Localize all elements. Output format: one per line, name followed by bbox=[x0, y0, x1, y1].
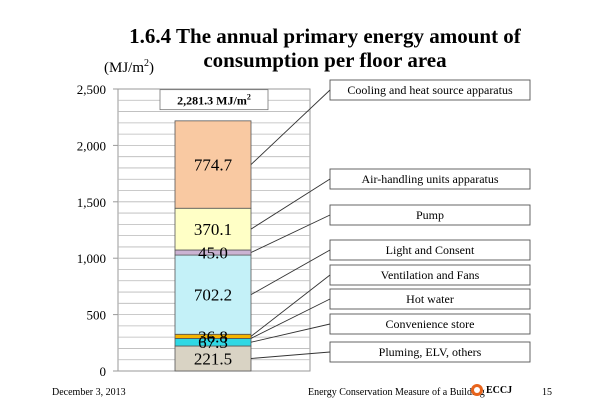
callout-label-ventilation-and-fans: Ventilation and Fans bbox=[381, 268, 480, 282]
bar-segment-light-and-consent bbox=[174, 254, 252, 335]
callout-label-pump: Pump bbox=[416, 208, 444, 222]
leader-line-hot-water bbox=[250, 298, 331, 339]
leader-line-pluming-elv-others bbox=[250, 351, 331, 359]
leader-line-air-handling-units-apparatus bbox=[250, 178, 331, 230]
value-label-light-and-consent: 702.2 bbox=[194, 286, 232, 305]
value-label-ventilation-and-fans: 36.8 bbox=[198, 327, 228, 346]
chart-title-line1: 1.6.4 The annual primary energy amount o… bbox=[129, 24, 521, 48]
footer-title: Energy Conservation Measure of a Buildin… bbox=[308, 387, 485, 398]
total-label-box bbox=[159, 89, 269, 111]
value-label-air-handling-units-apparatus: 370.1 bbox=[194, 220, 232, 239]
y-tick-label: 1,000 bbox=[77, 251, 106, 266]
callout-label-pluming-elv-others: Pluming, ELV, others bbox=[379, 345, 482, 359]
leader-line-light-and-consent bbox=[250, 249, 331, 296]
bar-segment-pluming-elv-others bbox=[174, 345, 252, 372]
total-label: 2,281.3 MJ/m2 bbox=[177, 93, 251, 108]
eccj-logo-icon bbox=[471, 384, 483, 396]
leader-line-ventilation-and-fans bbox=[250, 274, 331, 337]
value-label-pluming-elv-others: 221.5 bbox=[194, 350, 232, 369]
leader-line-convenience-store bbox=[250, 323, 331, 343]
value-label-convenience-store: 67.3 bbox=[198, 333, 228, 352]
eccj-logo: ECCJ bbox=[471, 384, 512, 396]
callout-label-convenience-store: Convenience store bbox=[386, 317, 475, 331]
y-tick-label: 0 bbox=[100, 364, 107, 379]
callout-label-cooling-and-heat-source-apparatus: Cooling and heat source apparatus bbox=[347, 83, 513, 97]
callout-label-light-and-consent: Light and Consent bbox=[386, 243, 475, 257]
callout-label-air-handling-units-apparatus: Air-handling units apparatus bbox=[361, 172, 498, 186]
chart-title-line2: consumption per floor area bbox=[203, 48, 447, 72]
page-number: 15 bbox=[542, 387, 552, 398]
value-label-pump: 45.0 bbox=[198, 244, 228, 263]
leader-line-pump bbox=[250, 214, 331, 253]
callout-label-hot-water: Hot water bbox=[406, 292, 454, 306]
bar-segment-cooling-and-heat-source-apparatus bbox=[174, 120, 252, 209]
y-tick-label: 2,000 bbox=[77, 138, 106, 153]
y-tick-label: 500 bbox=[87, 308, 107, 323]
leader-line-cooling-and-heat-source-apparatus bbox=[250, 89, 331, 165]
y-axis-unit: (MJ/m2) bbox=[104, 58, 155, 76]
y-tick-label: 2,500 bbox=[77, 82, 106, 97]
y-tick-label: 1,500 bbox=[77, 195, 106, 210]
footer-date: December 3, 2013 bbox=[52, 387, 126, 398]
value-label-cooling-and-heat-source-apparatus: 774.7 bbox=[194, 156, 233, 175]
